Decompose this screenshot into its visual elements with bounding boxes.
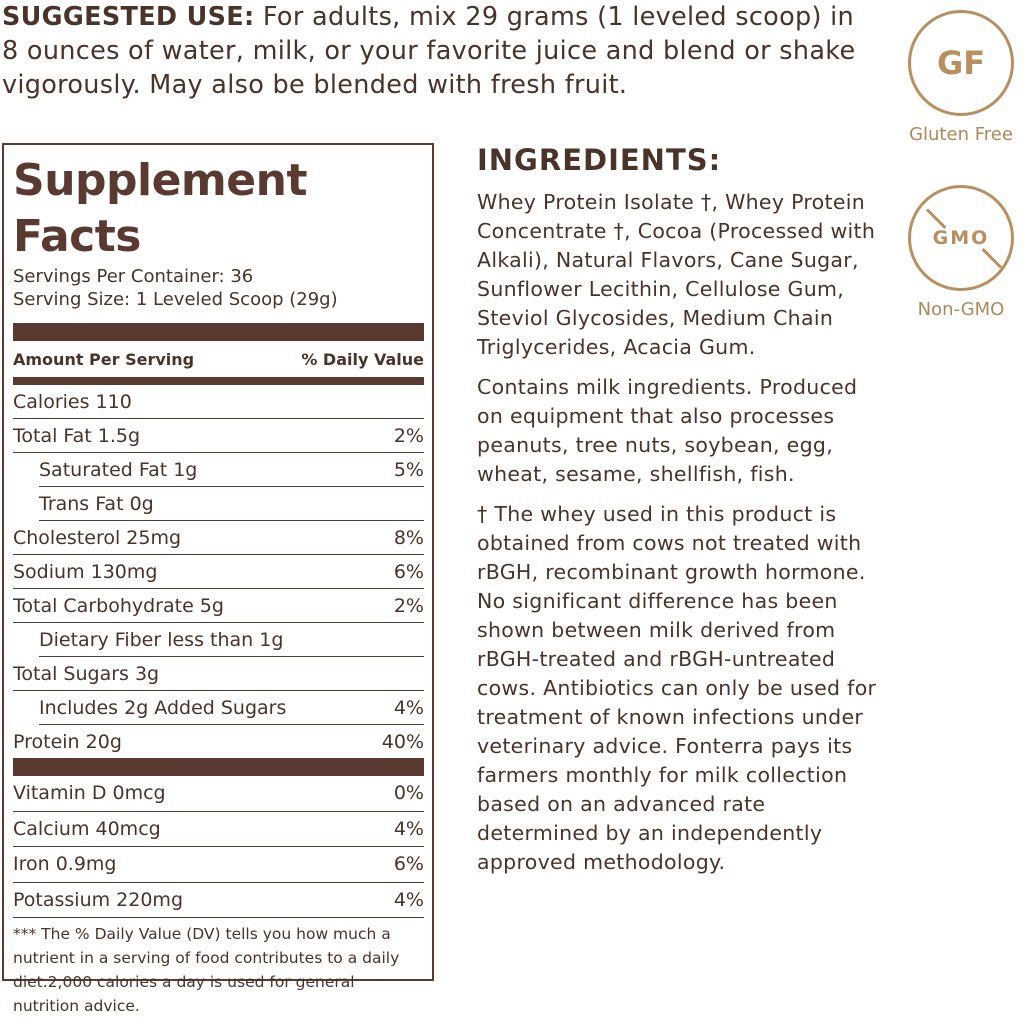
nutrient-name: Saturated Fat 1g [39, 458, 198, 481]
non-gmo-icon: GMO [908, 185, 1014, 291]
nutrient-name: Potassium 220mg [13, 888, 183, 911]
nutrient-dv: 4% [393, 696, 424, 719]
nutrient-name: Calories 110 [13, 390, 132, 413]
divider-thick [13, 758, 424, 776]
nutrient-name: Dietary Fiber less than 1g [39, 628, 284, 651]
nutrient-row: Cholesterol 25mg 8% [13, 521, 424, 555]
nutrient-name: Vitamin D 0mcg [13, 782, 166, 805]
nutrient-name: Total Carbohydrate 5g [13, 594, 224, 617]
nutrient-name: Total Sugars 3g [13, 662, 160, 685]
nutrient-dv: 40% [381, 730, 424, 753]
serving-size: Serving Size: 1 Leveled Scoop (29g) [13, 289, 338, 310]
allergen-statement: Contains milk ingredients. Produced on e… [477, 375, 858, 486]
nutrient-row: Iron 0.9mg 6% [13, 847, 424, 883]
nutrient-row: Calcium 40mcg 4% [13, 812, 424, 847]
nutrient-dv: 0% [393, 782, 424, 805]
nutrient-row: Sodium 130mg 6% [13, 555, 424, 589]
nutrient-row: Total Sugars 3g [13, 657, 424, 691]
nutrient-name: Includes 2g Added Sugars [39, 696, 287, 719]
nutrient-name: Calcium 40mcg [13, 817, 161, 840]
nutrient-row: Includes 2g Added Sugars 4% [39, 691, 424, 725]
facts-header: Amount Per Serving % Daily Value [13, 341, 424, 377]
nutrient-name: Total Fat 1.5g [13, 424, 141, 447]
ingredients-section: INGREDIENTS: Whey Protein Isolate †, Whe… [477, 140, 877, 888]
nutrient-row: Protein 20g 40% [13, 725, 424, 758]
nutrient-dv: 5% [393, 458, 424, 481]
slash-bottom [981, 248, 1003, 269]
nutrient-name: Cholesterol 25mg [13, 526, 182, 549]
nutrient-dv: 4% [393, 888, 424, 911]
slash-top [925, 208, 947, 229]
nutrient-row: Total Carbohydrate 5g 2% [13, 589, 424, 623]
divider-thick [13, 323, 424, 341]
suggested-use-label: SUGGESTED USE: [2, 2, 255, 32]
nutrient-dv: 4% [393, 817, 424, 840]
gmo-mark: GMO [932, 227, 990, 249]
ingredients-heading: INGREDIENTS: [477, 143, 722, 177]
footnote: *** The % Daily Value (DV) tells you how… [13, 917, 424, 1018]
nutrient-row: Saturated Fat 1g 5% [39, 453, 424, 487]
non-gmo-badge: GMO Non-GMO [899, 185, 1023, 320]
non-gmo-label: Non-GMO [917, 299, 1005, 320]
nutrient-dv: 2% [393, 424, 424, 447]
nutrient-name: Protein 20g [13, 730, 122, 753]
nutrient-row: Potassium 220mg 4% [13, 883, 424, 918]
facts-title: Supplement Facts [13, 155, 307, 262]
amount-header: Amount Per Serving [13, 349, 195, 369]
dv-header: % Daily Value [301, 349, 424, 369]
nutrient-dv: 8% [393, 526, 424, 549]
nutrient-row: Total Fat 1.5g 2% [13, 419, 424, 453]
whey-note: † The whey used in this product is obtai… [477, 502, 877, 874]
nutrient-row: Calories 110 [13, 385, 424, 419]
nutrient-row: Vitamin D 0mcg 0% [13, 776, 424, 812]
gf-mark: GF [936, 44, 986, 82]
supplement-facts-panel: Supplement Facts Servings Per Container:… [2, 143, 434, 1015]
nutrient-name: Sodium 130mg [13, 560, 158, 583]
nutrient-row: Trans Fat 0g [39, 487, 424, 521]
nutrient-dv: 6% [393, 853, 424, 876]
servings-per-container: Servings Per Container: 36 [13, 266, 254, 287]
gluten-free-badge: GF Gluten Free [899, 10, 1023, 145]
divider-medium [13, 377, 424, 385]
gluten-free-label: Gluten Free [909, 124, 1013, 145]
nutrient-dv: 6% [393, 560, 424, 583]
gluten-free-icon: GF [908, 10, 1014, 116]
nutrient-row: Dietary Fiber less than 1g [39, 623, 424, 657]
suggested-use-text: For adults, mix 29 grams (1 leveled scoo… [2, 2, 856, 100]
nutrient-dv: 2% [393, 594, 424, 617]
suggested-use: SUGGESTED USE: For adults, mix 29 grams … [2, 0, 862, 102]
nutrient-name: Iron 0.9mg [13, 853, 117, 876]
ingredients-list: Whey Protein Isolate †, Whey Protein Con… [477, 190, 876, 359]
nutrient-name: Trans Fat 0g [39, 492, 154, 515]
